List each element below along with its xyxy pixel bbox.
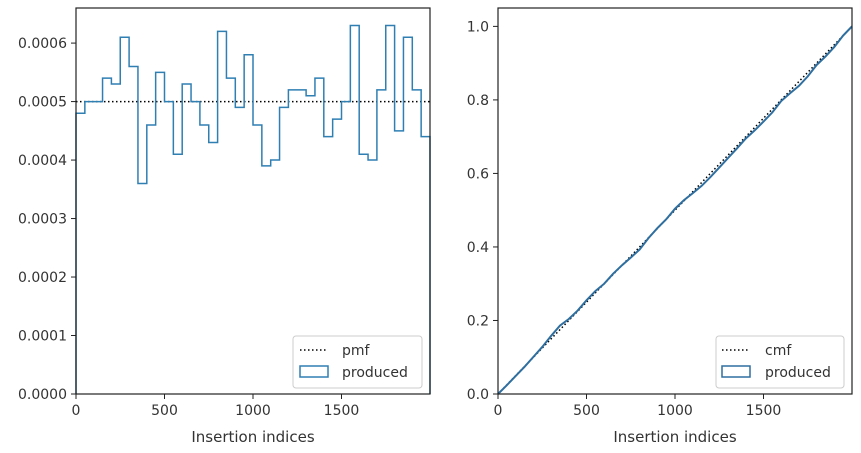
p0-y-tick-label: 0.0001 [18,329,67,345]
p1-y-tick-label: 0.6 [467,166,489,182]
p0-x-tick-label: 0 [72,403,81,419]
p1-ticks: 0 500 1000 1500 0.0 0.2 0.4 0.6 0.8 1.0 [467,19,782,419]
p1-x-tick-label: 0 [494,403,503,419]
produced-histogram-step [75,24,431,394]
p0-legend-produced-label: produced [342,365,408,381]
p0-y-tick-label: 0.0003 [18,212,67,228]
p1-y-tick-label: 0.4 [467,240,489,256]
p1-legend-produced-swatch [721,365,751,378]
p1-plot-area [497,25,853,395]
p1-legend-cmf-label: cmf [765,343,792,359]
p0-x-tick-label: 1000 [235,403,271,419]
p0-y-tick-label: 0.0005 [18,95,67,111]
p0-y-tick-label: 0.0004 [18,153,67,169]
p0-legend-produced-swatch [299,365,329,378]
p1-y-tick-label: 0.0 [467,387,489,403]
p1-y-tick-label: 0.2 [467,313,489,329]
p1-y-tick-label: 1.0 [467,19,489,35]
p1-legend-produced-label: produced [765,365,831,381]
p1-x-axis-label: Insertion indices [613,428,736,446]
p0-ticks: 0 500 1000 1500 0.0000 0.0001 0.0002 0.0003 0.00… [18,36,359,419]
p0-y-tick-label: 0.0006 [18,36,67,52]
p0-legend: pmf produced [292,335,423,389]
p0-legend-box [292,335,423,389]
p1-x-tick-label: 1000 [657,403,693,419]
p0-y-tick-label: 0.0002 [18,270,67,286]
p1-y-tick-label: 0.8 [467,93,489,109]
p1-x-tick-label: 1500 [746,403,782,419]
p1-legend-box [715,335,845,389]
p0-x-tick-label: 1500 [324,403,360,419]
p0-y-tick-label: 0.0000 [18,387,67,403]
p0-legend-pmf-label: pmf [342,343,371,359]
p0-x-tick-label: 500 [151,403,178,419]
p0-plot-area [75,24,431,394]
p0-x-axis-label: Insertion indices [191,428,314,446]
p1-x-tick-label: 500 [573,403,600,419]
pmf-histogram-panel: 0 500 1000 1500 0.0000 0.0001 0.0002 0.0003 0.00… [18,7,431,446]
produced-cumulative-line [497,25,853,395]
cmf-reference-line [497,25,853,395]
cmf-cumulative-panel: 0 500 1000 1500 0.0 0.2 0.4 0.6 0.8 1.0 Insertion… [467,7,853,446]
p1-legend: cmf produced [715,335,845,389]
